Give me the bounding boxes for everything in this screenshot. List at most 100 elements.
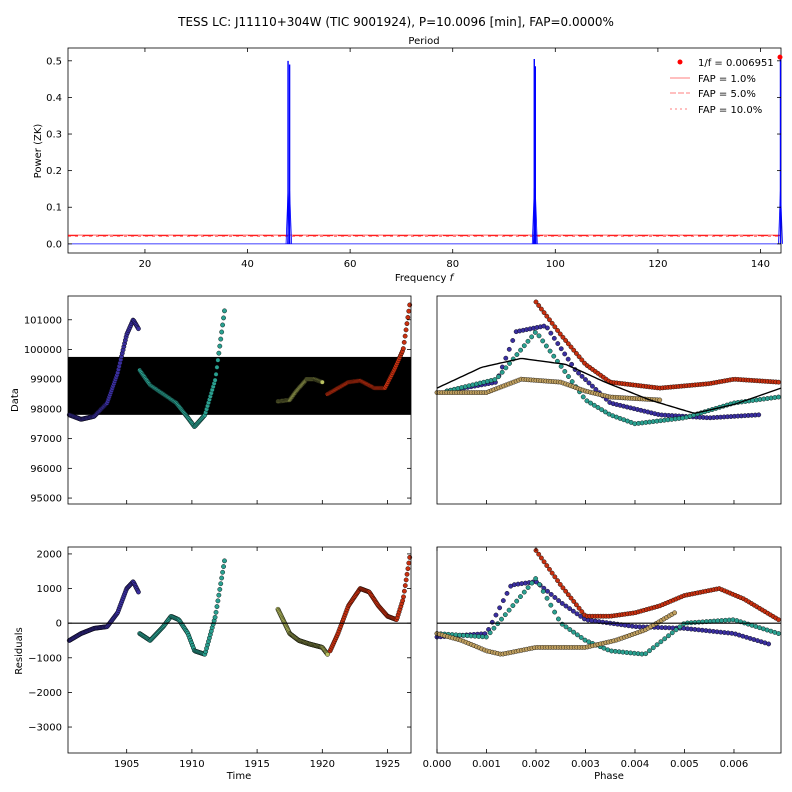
data-point — [514, 352, 520, 357]
data-point — [658, 639, 664, 645]
x-tick-label: 1925 — [375, 759, 400, 770]
data-point — [533, 576, 539, 581]
data-point — [510, 338, 516, 343]
data-point — [529, 334, 535, 340]
series-3 — [327, 554, 413, 654]
residuals-phase-xlabel: Phase — [594, 771, 624, 782]
data-point — [518, 347, 523, 353]
data-point — [569, 379, 575, 385]
data-point — [599, 407, 605, 413]
data-point — [574, 611, 580, 617]
y-tick-label: 0.5 — [46, 56, 62, 67]
data-point — [776, 379, 781, 385]
x-tick-label: 120 — [648, 259, 667, 270]
x-tick-label: 1910 — [179, 759, 204, 770]
data-point — [216, 592, 222, 598]
data-point — [552, 574, 558, 580]
data-point — [538, 306, 544, 312]
data-point — [497, 605, 503, 611]
data-point — [568, 595, 574, 601]
data-point — [571, 629, 577, 635]
data-point — [552, 609, 558, 615]
data-point — [212, 377, 218, 383]
data-point — [537, 582, 542, 587]
data-point — [766, 641, 772, 647]
x-tick-label: 0.005 — [670, 759, 699, 770]
data-point — [402, 583, 408, 588]
data-point — [222, 558, 227, 564]
data-point — [404, 321, 410, 327]
data-point — [213, 609, 219, 615]
data-point — [576, 370, 581, 376]
data-point — [529, 580, 535, 586]
data-point — [499, 616, 504, 622]
data-point — [591, 402, 597, 408]
data-point — [756, 412, 762, 418]
data-point — [567, 627, 573, 632]
y-tick-label: 98000 — [30, 404, 62, 415]
data-point — [669, 630, 675, 636]
data-time-panel: 95000 96000 97000 98000 99000 100000 101000 Da… — [10, 295, 413, 505]
data-point — [568, 344, 574, 350]
data-point — [217, 343, 223, 349]
data-point — [401, 594, 406, 600]
data-point — [602, 409, 608, 415]
x-tick-label: 0.000 — [423, 759, 452, 770]
y-tick-label: −1000 — [28, 653, 62, 664]
y-tick-label: 0.4 — [46, 93, 62, 104]
y-tick-label: 0.2 — [46, 166, 62, 177]
data-point — [574, 351, 579, 356]
data-point — [541, 559, 547, 565]
data-point — [586, 380, 592, 386]
data-point — [401, 339, 407, 345]
data-point — [544, 325, 550, 331]
data-point — [214, 604, 220, 609]
data-point — [521, 589, 527, 595]
data-point — [657, 397, 663, 403]
data-point — [406, 308, 412, 314]
data-point — [556, 598, 561, 603]
data-time-ylabel: Data — [10, 388, 21, 412]
periodogram-top-label: Period — [408, 36, 439, 47]
data-point — [672, 610, 677, 616]
data-point — [543, 343, 549, 349]
data-point — [559, 601, 565, 606]
data-point — [538, 555, 544, 561]
data-point — [325, 651, 330, 657]
data-point — [565, 356, 571, 362]
legend-fap10-label: FAP = 10.0% — [698, 105, 762, 116]
figure-title: TESS LC: J11110+304W (TIC 9001924), P=10… — [177, 15, 614, 29]
data-point — [566, 374, 571, 379]
data-point — [549, 320, 555, 326]
data-point — [492, 377, 498, 382]
series-3 — [533, 299, 781, 391]
data-point — [557, 581, 563, 587]
periodogram-legend: 1/f = 0.006951 FAP = 1.0% FAP = 5.0% FAP… — [670, 58, 774, 116]
data-point — [650, 645, 656, 651]
data-point — [595, 405, 601, 410]
x-tick-label: 80 — [446, 259, 459, 270]
axes-frame — [67, 546, 412, 754]
data-point — [503, 365, 509, 371]
data-point — [401, 588, 407, 594]
data-point — [540, 338, 546, 344]
data-point — [500, 598, 506, 603]
data-point — [220, 569, 226, 575]
data-time-plot: 95000 96000 97000 98000 99000 100000 101000 — [24, 295, 413, 505]
data-point — [532, 330, 538, 335]
data-point — [405, 314, 411, 320]
data-point — [219, 575, 225, 581]
periodogram-xlabel-symbol: f — [450, 273, 455, 284]
x-tick-label: 0.002 — [522, 759, 551, 770]
data-point — [647, 648, 652, 654]
data-point — [545, 588, 550, 594]
data-point — [400, 346, 406, 351]
data-point — [525, 338, 531, 344]
power-peak-wing — [531, 188, 535, 244]
data-point — [218, 581, 224, 587]
power-peak-wing — [780, 187, 783, 244]
x-tick-label: 0.003 — [571, 759, 600, 770]
data-point — [571, 347, 577, 353]
data-point — [212, 614, 218, 620]
y-tick-label: 97000 — [30, 434, 62, 445]
